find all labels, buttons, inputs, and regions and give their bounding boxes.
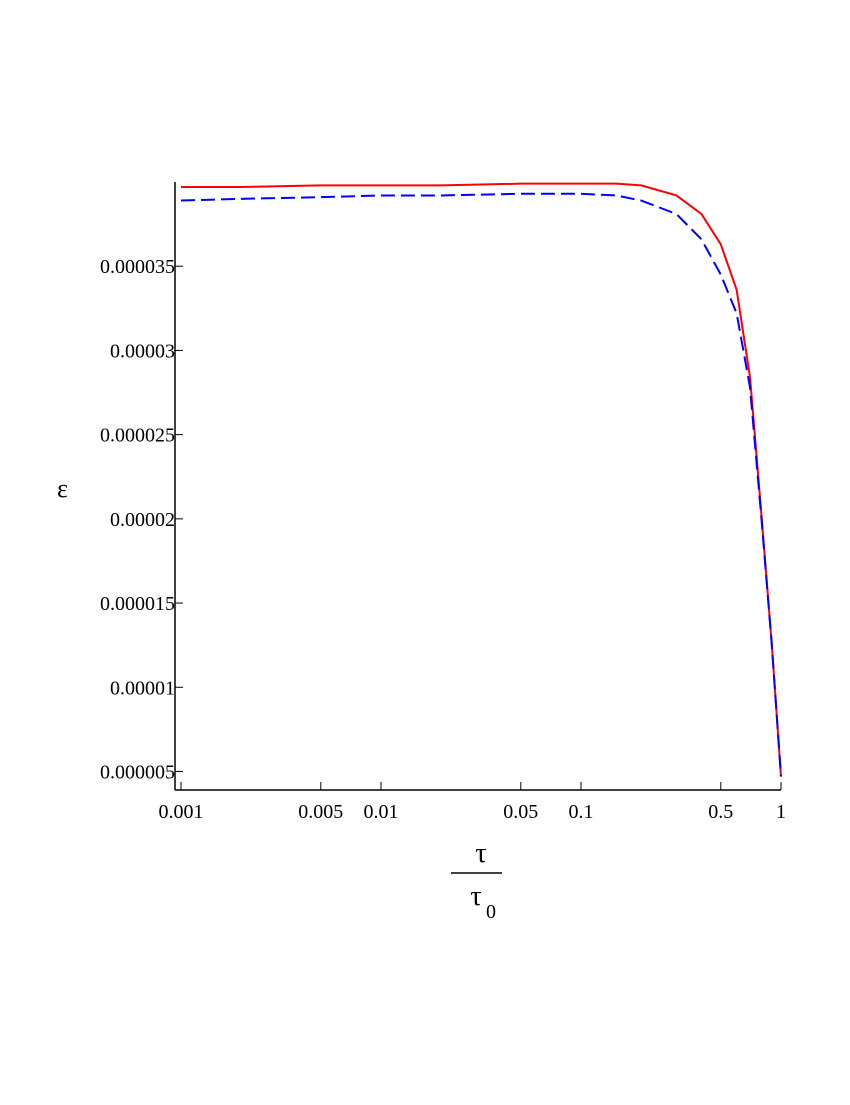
line-series [181,182,782,777]
x-tick-label: 1 [776,801,786,823]
line-series [180,192,782,777]
y-axis-label: ε [57,474,68,503]
y-tick-label: 0.000035 [100,256,175,278]
x-tick-label: 0.5 [708,801,733,823]
y-tick-label: 0.00003 [110,340,175,362]
x-tick-label: 0.001 [159,801,204,823]
x-label-subscript: 0 [486,901,496,923]
x-label-denominator: τ [470,881,481,912]
y-tick-label: 0.000005 [100,761,175,783]
x-tick-label: 0.1 [569,801,594,823]
x-tick-label: 0.01 [364,801,399,823]
y-tick-label: 0.00001 [110,677,175,699]
y-tick-label: 0.000015 [100,593,175,615]
x-label-numerator: τ [475,838,486,869]
y-tick-label: 0.000025 [100,425,175,447]
x-tick-label: 0.05 [503,801,538,823]
x-axis-label: τ τ 0 [451,838,502,923]
y-tick-label: 0.00002 [110,509,175,531]
x-tick-label: 0.005 [298,801,343,823]
